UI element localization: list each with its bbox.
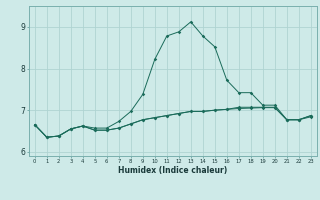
X-axis label: Humidex (Indice chaleur): Humidex (Indice chaleur) [118, 166, 228, 175]
